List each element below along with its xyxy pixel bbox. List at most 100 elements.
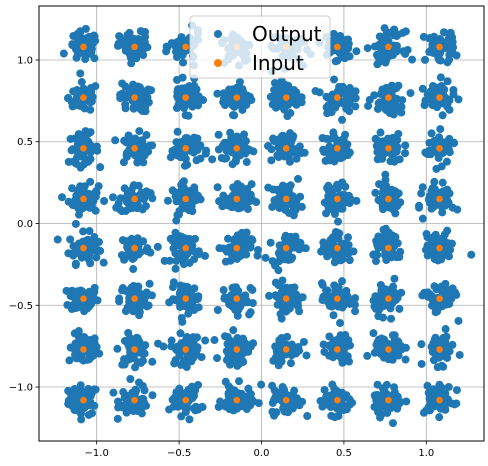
- input-point: [233, 396, 241, 404]
- output-point: [299, 337, 308, 346]
- input-point: [131, 396, 138, 404]
- input-point: [131, 144, 138, 152]
- output-point: [341, 96, 350, 105]
- output-point: [274, 153, 283, 162]
- output-point: [83, 157, 92, 166]
- output-point: [387, 200, 396, 209]
- output-point: [64, 249, 73, 258]
- output-point: [293, 399, 302, 408]
- output-point: [76, 133, 85, 142]
- output-point: [352, 196, 361, 205]
- input-point: [436, 144, 443, 152]
- output-point: [324, 202, 333, 211]
- output-point: [238, 91, 247, 100]
- input-point: [182, 396, 189, 404]
- output-point: [433, 363, 442, 372]
- input-point: [182, 94, 189, 101]
- output-point: [179, 58, 188, 67]
- input-point: [385, 144, 392, 152]
- output-point: [383, 408, 392, 417]
- output-point: [146, 189, 155, 198]
- output-point: [116, 90, 125, 99]
- output-point: [66, 291, 75, 300]
- output-point: [345, 148, 354, 157]
- output-point: [145, 279, 154, 288]
- output-point: [372, 50, 381, 59]
- output-point: [401, 355, 410, 364]
- output-point: [66, 343, 75, 352]
- output-point: [334, 217, 343, 226]
- output-point: [435, 413, 444, 422]
- output-point: [277, 132, 286, 141]
- output-point: [386, 186, 395, 195]
- output-point: [351, 94, 360, 103]
- input-point: [385, 295, 392, 303]
- output-point: [295, 146, 304, 155]
- output-point: [142, 288, 151, 297]
- output-point: [139, 99, 148, 108]
- output-point: [168, 283, 177, 292]
- output-point: [171, 264, 180, 273]
- output-point: [417, 189, 426, 198]
- output-point: [418, 84, 427, 93]
- output-point: [430, 47, 439, 56]
- output-point: [77, 415, 86, 424]
- output-point: [170, 359, 179, 368]
- output-point: [137, 348, 146, 357]
- output-point: [53, 235, 62, 244]
- output-point: [265, 291, 274, 300]
- output-point: [382, 380, 391, 389]
- output-point: [370, 391, 379, 400]
- output-point: [134, 181, 143, 190]
- input-series: [80, 43, 443, 404]
- output-point: [452, 290, 461, 299]
- input-point: [80, 195, 87, 203]
- output-point: [340, 241, 349, 250]
- output-point: [376, 350, 385, 359]
- output-point: [266, 92, 275, 101]
- output-point: [331, 203, 340, 212]
- output-point: [75, 404, 84, 413]
- output-point: [386, 304, 395, 313]
- output-point: [444, 297, 453, 306]
- output-point: [325, 142, 334, 151]
- output-point: [370, 42, 379, 51]
- output-point: [243, 205, 252, 214]
- output-point: [388, 249, 397, 258]
- output-point: [245, 145, 254, 154]
- output-point: [222, 247, 231, 256]
- output-point: [319, 340, 328, 349]
- output-point: [303, 412, 312, 421]
- output-point: [236, 356, 245, 365]
- output-point: [379, 225, 388, 234]
- output-point: [246, 241, 255, 250]
- input-point: [131, 195, 138, 203]
- output-point: [240, 130, 249, 139]
- output-point: [393, 239, 402, 248]
- output-point: [341, 182, 350, 191]
- output-point: [272, 408, 281, 417]
- output-point: [176, 329, 185, 338]
- output-point: [275, 257, 284, 266]
- output-point: [281, 231, 290, 240]
- output-point: [292, 154, 301, 163]
- output-point: [423, 381, 432, 390]
- legend: Output Input: [189, 15, 331, 79]
- output-point: [392, 144, 401, 153]
- input-point: [233, 346, 241, 353]
- output-point: [238, 194, 247, 203]
- output-point: [124, 353, 133, 362]
- output-point: [425, 406, 434, 415]
- output-point: [434, 100, 443, 109]
- output-point: [241, 137, 250, 146]
- output-point: [394, 351, 403, 360]
- output-point: [190, 306, 199, 315]
- output-point: [408, 55, 417, 64]
- output-point: [339, 134, 348, 143]
- output-point: [427, 129, 436, 138]
- output-point: [283, 408, 292, 417]
- x-tick-label: 0.0: [254, 448, 270, 459]
- output-point: [125, 394, 134, 403]
- output-point: [135, 127, 144, 136]
- legend-marker-input: [214, 59, 222, 67]
